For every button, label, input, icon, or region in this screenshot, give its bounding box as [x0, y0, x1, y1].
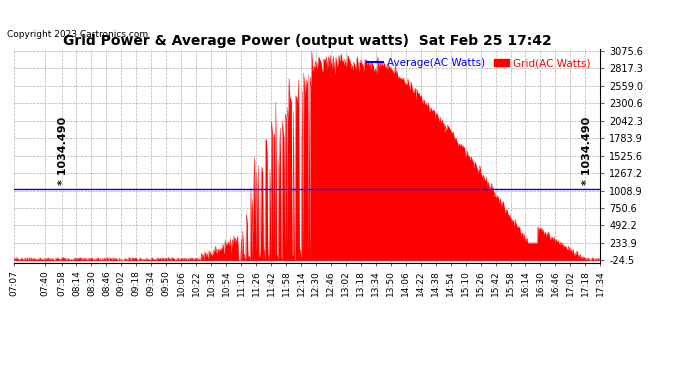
Text: * 1034.490: * 1034.490	[59, 117, 68, 186]
Legend: Average(AC Watts), Grid(AC Watts): Average(AC Watts), Grid(AC Watts)	[363, 54, 595, 72]
Text: Copyright 2023 Cartronics.com: Copyright 2023 Cartronics.com	[7, 30, 148, 39]
Text: * 1034.490: * 1034.490	[582, 117, 592, 186]
Title: Grid Power & Average Power (output watts)  Sat Feb 25 17:42: Grid Power & Average Power (output watts…	[63, 34, 551, 48]
